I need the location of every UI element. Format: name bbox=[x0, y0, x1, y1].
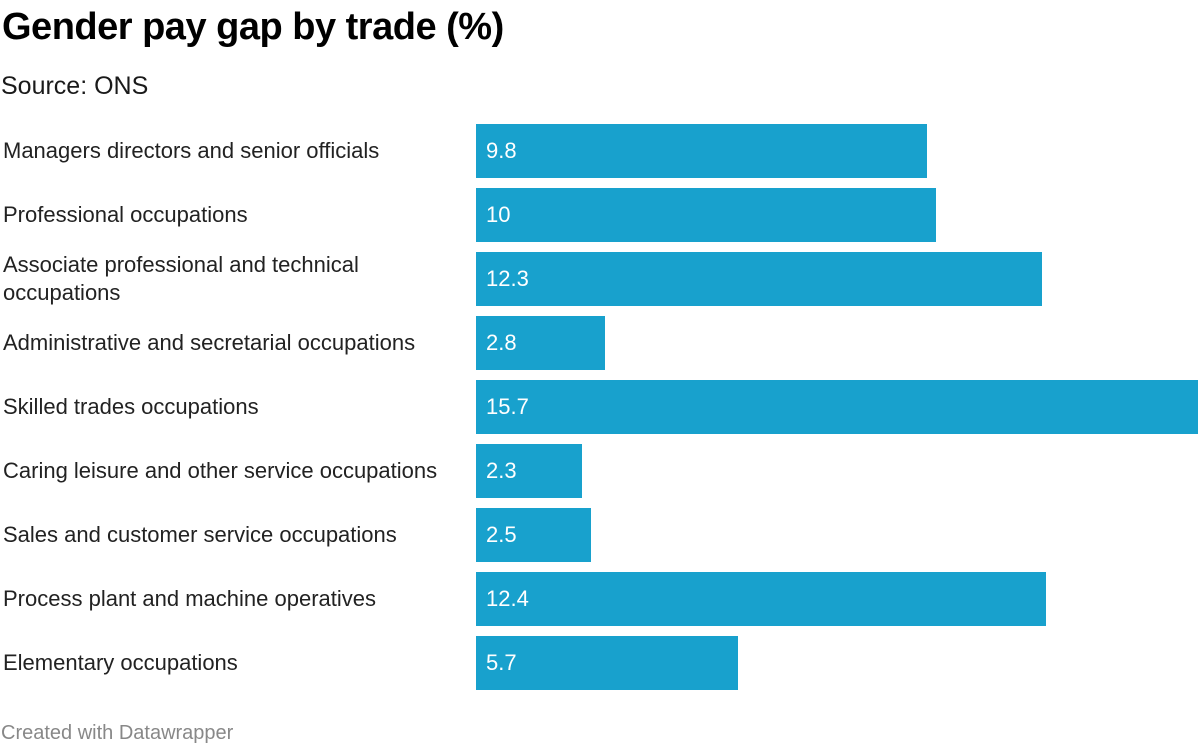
bar-value-label: 15.7 bbox=[486, 394, 529, 419]
bar bbox=[476, 316, 605, 370]
bar bbox=[476, 636, 738, 690]
bar bbox=[476, 508, 591, 562]
category-label: Associate professional and technical occ… bbox=[3, 252, 359, 305]
bar-value-label: 9.8 bbox=[486, 138, 517, 163]
chart-title: Gender pay gap by trade (%) bbox=[2, 6, 504, 48]
category-label: Process plant and machine operatives bbox=[3, 586, 376, 611]
bar-value-label: 10 bbox=[486, 202, 511, 227]
bar bbox=[476, 380, 1198, 434]
category-label: Managers directors and senior officials bbox=[3, 138, 380, 163]
bar-value-label: 2.5 bbox=[486, 522, 517, 547]
bar bbox=[476, 572, 1046, 626]
category-label: Sales and customer service occupations bbox=[3, 522, 397, 547]
bar bbox=[476, 124, 927, 178]
chart-subtitle: Source: ONS bbox=[1, 72, 149, 100]
category-label: Professional occupations bbox=[3, 202, 248, 227]
bar bbox=[476, 188, 936, 242]
category-label: Elementary occupations bbox=[3, 650, 238, 675]
bar-value-label: 5.7 bbox=[486, 650, 517, 675]
bar-value-label: 12.3 bbox=[486, 266, 529, 291]
category-label: Skilled trades occupations bbox=[3, 394, 259, 419]
bar bbox=[476, 444, 582, 498]
bar-value-label: 2.8 bbox=[486, 330, 517, 355]
bar bbox=[476, 252, 1042, 306]
credit-footer: Created with Datawrapper bbox=[1, 722, 234, 744]
bar-value-label: 2.3 bbox=[486, 458, 517, 483]
bar-value-label: 12.4 bbox=[486, 586, 529, 611]
category-label: Caring leisure and other service occupat… bbox=[3, 458, 438, 483]
category-label: Administrative and secretarial occupatio… bbox=[3, 330, 416, 355]
